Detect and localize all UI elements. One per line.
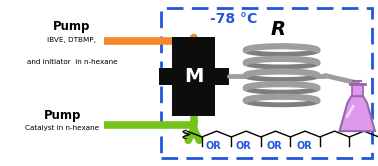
Text: and initiator  in n-hexane: and initiator in n-hexane xyxy=(26,59,117,65)
Text: OR: OR xyxy=(206,141,222,151)
FancyBboxPatch shape xyxy=(161,8,372,158)
Text: OR: OR xyxy=(296,141,312,151)
Text: M: M xyxy=(184,67,203,86)
Text: OR: OR xyxy=(236,141,252,151)
Bar xyxy=(352,84,363,96)
Bar xyxy=(172,37,215,116)
Text: Pump: Pump xyxy=(44,109,81,122)
Text: OR: OR xyxy=(266,141,282,151)
Bar xyxy=(215,68,229,85)
Text: IBVE, DTBMP,: IBVE, DTBMP, xyxy=(47,37,96,42)
Bar xyxy=(159,68,172,85)
Text: Pump: Pump xyxy=(53,20,90,33)
Text: Catalyst in n-hexane: Catalyst in n-hexane xyxy=(25,125,99,131)
Polygon shape xyxy=(339,96,375,131)
Text: -78 °C: -78 °C xyxy=(210,12,257,26)
Text: R: R xyxy=(270,20,285,39)
